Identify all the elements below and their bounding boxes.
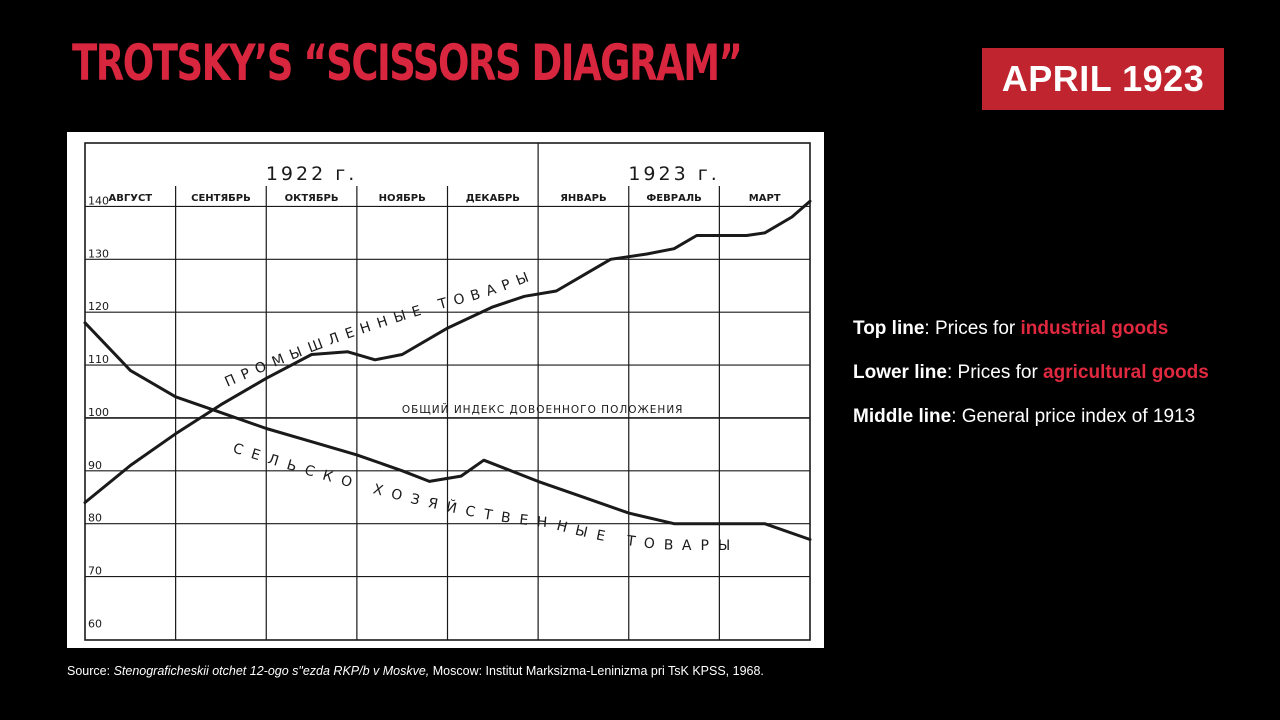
y-tick-label: 100	[88, 406, 109, 419]
legend-highlight: industrial goods	[1020, 318, 1169, 339]
agricultural-goods-line	[83, 321, 812, 541]
y-tick-label: 110	[88, 353, 109, 366]
page-title: TROTSKY’S “SCISSORS DIAGRAM”	[72, 34, 743, 92]
y-tick-label: 130	[88, 247, 109, 260]
y-tick-label: 70	[88, 565, 102, 578]
year-label: 1922 г.	[266, 163, 357, 185]
month-label: МАРТ	[749, 193, 781, 204]
source-citation: Source: Stenograficheskii otchet 12-ogo …	[67, 664, 764, 678]
reference-line-label: ОБЩИЙ ИНДЕКС ДОВОЕННОГО ПОЛОЖЕНИЯ	[402, 403, 684, 416]
y-tick-label: 120	[88, 300, 109, 313]
series-label-text: СЕЛЬСКО ХОЗЯЙСТВЕННЫЕ ТОВАРЫ	[231, 441, 730, 554]
legend: Top line: Prices for industrial goods Lo…	[853, 318, 1273, 450]
industrial-goods-line	[83, 199, 812, 504]
source-title: Stenograficheskii otchet 12-ogo s"ezda R…	[113, 664, 430, 678]
legend-item-middle-line: Middle line: General price index of 1913	[853, 406, 1273, 450]
legend-highlight: agricultural goods	[1043, 362, 1209, 383]
month-label: НОЯБРЬ	[379, 193, 426, 204]
legend-item-top-line: Top line: Prices for industrial goods	[853, 318, 1273, 362]
month-label: АВГУСТ	[109, 193, 153, 204]
source-prefix: Source:	[67, 664, 114, 678]
month-label: ДЕКАБРЬ	[466, 193, 520, 204]
industrial-series-label: ПРОМЫШЛЕННЫЕ ТОВАРЫ	[222, 267, 537, 390]
y-tick-label: 90	[88, 459, 102, 472]
source-rest: Moscow: Institut Marksizma-Leninizma pri…	[429, 664, 764, 678]
date-badge: APRIL 1923	[982, 48, 1224, 110]
agricultural-series-label: СЕЛЬСКО ХОЗЯЙСТВЕННЫЕ ТОВАРЫ	[231, 441, 739, 554]
scissors-chart: 1922 г. 1923 г. АВГУСТ СЕНТЯБРЬ ОКТЯБРЬ НОЯБР…	[67, 132, 824, 648]
month-label: ОКТЯБРЬ	[285, 193, 339, 204]
series-label-text: ПРОМЫШЛЕННЫЕ ТОВАРЫ	[222, 267, 530, 390]
month-label: ЯНВАРЬ	[560, 193, 606, 204]
year-label: 1923 г.	[628, 163, 719, 185]
legend-term: Top line	[853, 318, 925, 339]
y-tick-label: 60	[88, 617, 102, 630]
legend-term: Lower line	[853, 362, 947, 383]
legend-term: Middle line	[853, 406, 952, 427]
legend-text: : General price index of 1913	[951, 406, 1196, 427]
legend-text: : Prices for	[946, 362, 1044, 383]
chart-svg: 1922 г. 1923 г. АВГУСТ СЕНТЯБРЬ ОКТЯБРЬ НОЯБР…	[83, 142, 812, 641]
month-label: ФЕВРАЛЬ	[646, 193, 701, 204]
y-tick-label: 80	[88, 512, 102, 525]
legend-text: : Prices for	[924, 318, 1021, 339]
legend-item-lower-line: Lower line: Prices for agricultural good…	[853, 362, 1273, 406]
y-tick-label: 140	[88, 194, 109, 207]
month-label: СЕНТЯБРЬ	[191, 193, 251, 204]
